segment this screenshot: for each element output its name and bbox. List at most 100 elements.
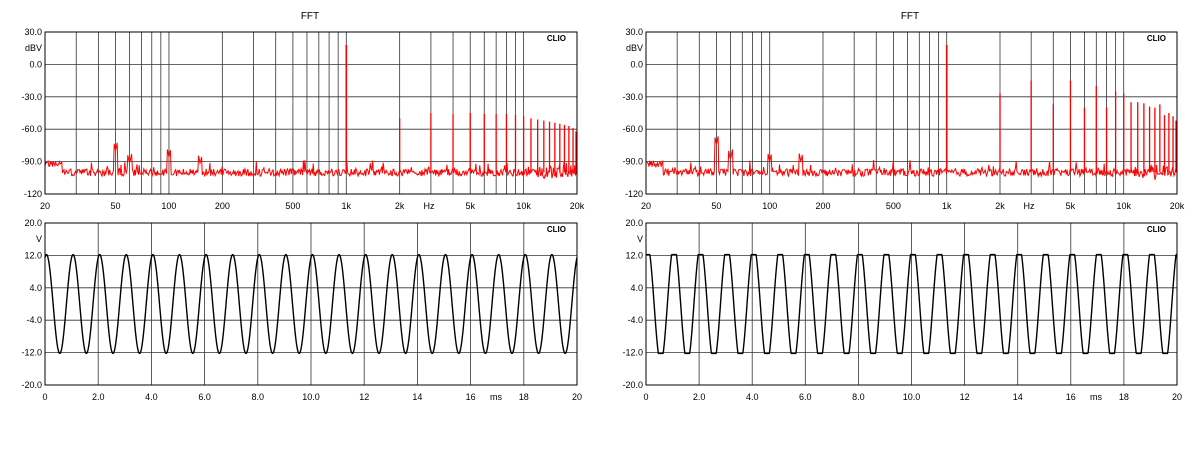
x-tick-label: 2k <box>995 201 1005 211</box>
x-tick-label: 8.0 <box>852 392 865 402</box>
x-tick-label: 20 <box>572 392 582 402</box>
plot-frame <box>645 222 1178 386</box>
y-tick-label: 12.0 <box>625 250 643 260</box>
y-tick-label: 12.0 <box>24 250 42 260</box>
x-tick-label: 10.0 <box>903 392 921 402</box>
x-tick-label: 8.0 <box>252 392 265 402</box>
x-tick-label: 20k <box>570 201 585 211</box>
x-tick-label: 20k <box>1170 201 1185 211</box>
x-tick-label: 4.0 <box>746 392 759 402</box>
y-tick-label: -20.0 <box>622 380 643 390</box>
x-tick-label: 4.0 <box>145 392 158 402</box>
x-tick-label: 10.0 <box>302 392 320 402</box>
x-tick-label: 14 <box>1013 392 1023 402</box>
x-tick-label: 1k <box>942 201 952 211</box>
y-tick-label: 20.0 <box>24 218 42 228</box>
grid-lines <box>646 223 1177 385</box>
y-unit-label: dBV <box>25 43 42 53</box>
x-axis-ticks: 20 50 100 200 500 1k 2k 5k 10k 20k <box>40 201 585 211</box>
x-tick-label: 2.0 <box>92 392 105 402</box>
x-tick-label: 0 <box>643 392 648 402</box>
waveform-chart-right: CLIO 20.0 12.0 4.0 -4.0 -12.0 -20.0 0 2.0 4.0 6.… <box>622 218 1182 402</box>
spectrum-series <box>645 44 1178 180</box>
y-tick-label: 4.0 <box>630 283 643 293</box>
noise-floor-trace <box>645 136 1178 180</box>
chart-title: FFT <box>901 11 919 22</box>
y-tick-label: -20.0 <box>21 380 42 390</box>
spectrum-series <box>44 44 578 180</box>
x-tick-label: 10k <box>1116 201 1131 211</box>
y-tick-label: -12.0 <box>622 348 643 358</box>
x-tick-label: 50 <box>111 201 121 211</box>
x-tick-label: 16 <box>1066 392 1076 402</box>
x-tick-label: 200 <box>815 201 830 211</box>
x-axis-ticks: 0 2.0 4.0 6.0 8.0 10.0 12 14 16 18 20 <box>643 392 1182 402</box>
y-tick-label: -30.0 <box>622 92 643 102</box>
x-tick-label: 18 <box>519 392 529 402</box>
brand-label: CLIO <box>1147 225 1166 234</box>
brand-label: CLIO <box>547 34 566 43</box>
y-tick-label: -12.0 <box>21 348 42 358</box>
x-tick-label: 100 <box>161 201 176 211</box>
y-tick-label: 30.0 <box>24 27 42 37</box>
x-axis-ticks: 0 2.0 4.0 6.0 8.0 10.0 12 14 16 18 20 <box>42 392 582 402</box>
y-unit-label: V <box>637 234 643 244</box>
y-axis-ticks: 20.0 12.0 4.0 -4.0 -12.0 -20.0 <box>21 218 42 390</box>
x-tick-label: 20 <box>1172 392 1182 402</box>
brand-label: CLIO <box>547 225 566 234</box>
x-tick-label: 100 <box>762 201 777 211</box>
plot-frame <box>645 31 1178 195</box>
x-tick-label: 50 <box>711 201 721 211</box>
y-axis-ticks: 30.0 0.0 -30.0 -60.0 -90.0 -120 <box>622 27 643 199</box>
y-tick-label: -4.0 <box>26 315 42 325</box>
x-unit-label: Hz <box>1024 201 1035 211</box>
x-tick-label: 14 <box>412 392 422 402</box>
noise-floor-trace <box>44 142 578 180</box>
y-tick-label: -60.0 <box>622 124 643 134</box>
y-tick-label: -60.0 <box>21 124 42 134</box>
x-tick-label: 5k <box>465 201 475 211</box>
y-tick-label: 20.0 <box>625 218 643 228</box>
y-tick-label: -30.0 <box>21 92 42 102</box>
y-tick-label: 0.0 <box>630 59 643 69</box>
x-tick-label: 6.0 <box>799 392 812 402</box>
x-unit-label: Hz <box>424 201 435 211</box>
x-tick-label: 12 <box>960 392 970 402</box>
waveform-trace <box>646 253 1177 355</box>
y-tick-label: -120 <box>24 189 42 199</box>
x-tick-label: 20 <box>40 201 50 211</box>
x-tick-label: 1k <box>342 201 352 211</box>
x-tick-label: 18 <box>1119 392 1129 402</box>
x-unit-label: ms <box>1090 392 1102 402</box>
y-tick-label: 30.0 <box>625 27 643 37</box>
x-tick-label: 500 <box>886 201 901 211</box>
fft-chart-left: FFT CLIO 30.0 0.0 -30.0 -60.0 -90.0 -120 20 50… <box>21 11 584 211</box>
y-tick-label: -4.0 <box>627 315 643 325</box>
grid-lines <box>45 223 577 385</box>
fft-chart-right: FFT CLIO 30.0 0.0 -30.0 -60.0 -90.0 -120 20 50… <box>622 11 1184 211</box>
x-unit-label: ms <box>490 392 502 402</box>
y-tick-label: -90.0 <box>622 157 643 167</box>
y-tick-label: -90.0 <box>21 157 42 167</box>
waveform-series <box>44 253 578 355</box>
brand-label: CLIO <box>1147 34 1166 43</box>
x-tick-label: 6.0 <box>198 392 211 402</box>
chart-title: FFT <box>301 11 319 22</box>
y-axis-ticks: 30.0 0.0 -30.0 -60.0 -90.0 -120 <box>21 27 42 199</box>
waveform-chart-left: CLIO 20.0 12.0 4.0 -4.0 -12.0 -20.0 0 2.0 4.0 6.… <box>21 218 582 402</box>
x-tick-label: 16 <box>466 392 476 402</box>
x-tick-label: 20 <box>641 201 651 211</box>
x-axis-ticks: 20 50 100 200 500 1k 2k 5k 10k 20k <box>641 201 1185 211</box>
x-tick-label: 10k <box>516 201 531 211</box>
plot-frame <box>44 31 578 195</box>
y-tick-label: -120 <box>625 189 643 199</box>
x-tick-label: 2.0 <box>693 392 706 402</box>
x-tick-label: 12 <box>359 392 369 402</box>
y-axis-ticks: 20.0 12.0 4.0 -4.0 -12.0 -20.0 <box>622 218 643 390</box>
y-unit-label: dBV <box>626 43 643 53</box>
plot-frame <box>44 222 578 386</box>
x-tick-label: 5k <box>1066 201 1076 211</box>
x-tick-label: 0 <box>42 392 47 402</box>
x-tick-label: 2k <box>395 201 405 211</box>
